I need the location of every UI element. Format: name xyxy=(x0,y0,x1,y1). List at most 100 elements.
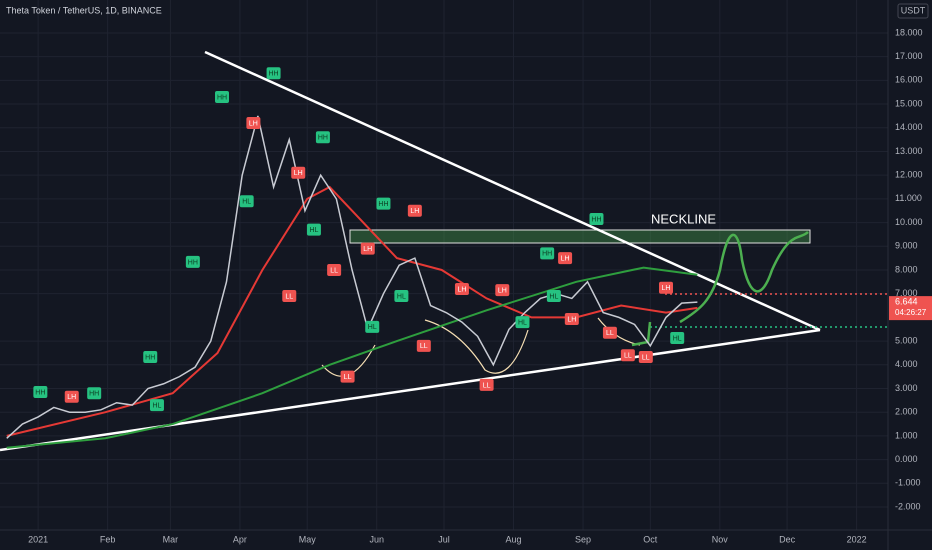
pivot-box xyxy=(670,332,685,345)
x-tick-label: Apr xyxy=(233,534,247,544)
pivot-box xyxy=(638,350,653,363)
pivot-label: HH xyxy=(188,259,198,266)
chart-title: Theta Token / TetherUS, 1D, BINANCE xyxy=(6,5,162,15)
pivot-box xyxy=(64,390,79,403)
y-tick-label: 5.000 xyxy=(895,335,918,345)
pivot-box xyxy=(340,370,355,383)
y-tick-label: -1.000 xyxy=(895,478,921,488)
pivot-box xyxy=(306,223,321,236)
y-tick-label: -2.000 xyxy=(895,501,921,511)
currency: USDT xyxy=(901,5,926,15)
pivot-label: HH xyxy=(145,354,155,361)
y-tick-label: 8.000 xyxy=(895,264,918,274)
pivot-box xyxy=(602,326,617,339)
pivot-box xyxy=(239,195,254,208)
pivot-box xyxy=(515,316,530,329)
pivot-box xyxy=(620,349,635,362)
pivot-label: LH xyxy=(457,286,466,293)
y-tick-label: 10.000 xyxy=(895,217,923,227)
y-tick-label: 15.000 xyxy=(895,98,923,108)
pivot-box xyxy=(376,197,391,210)
pivot-box xyxy=(495,284,510,297)
pivot-label: LH xyxy=(410,208,419,215)
pivot-label: LH xyxy=(498,287,507,294)
pivot-box xyxy=(246,117,261,130)
x-tick-label: Feb xyxy=(100,534,116,544)
x-tick-label: Dec xyxy=(779,534,796,544)
pivot-label: LL xyxy=(285,293,293,300)
x-tick-label: Aug xyxy=(506,534,522,544)
pivot-box xyxy=(454,282,469,295)
pivot-label: HH xyxy=(217,94,227,101)
pivot-label: LH xyxy=(662,285,671,292)
pivot-label: LL xyxy=(420,343,428,350)
pivot-box xyxy=(479,378,494,391)
y-tick-label: 0.000 xyxy=(895,454,918,464)
pivot-label: LH xyxy=(567,316,576,323)
pivot-box xyxy=(360,242,375,255)
pivot-label: LL xyxy=(606,330,614,337)
y-tick-label: 7.000 xyxy=(895,288,918,298)
pivot-label: HL xyxy=(152,402,161,409)
x-tick-label: Jul xyxy=(438,534,450,544)
pivot-label: LH xyxy=(67,394,76,401)
pivot-box xyxy=(546,290,561,303)
x-tick-label: May xyxy=(299,534,317,544)
y-tick-label: 2.000 xyxy=(895,407,918,417)
pivot-box xyxy=(558,252,573,265)
pivot-box xyxy=(327,263,342,276)
pivot-label: LL xyxy=(344,374,352,381)
grid xyxy=(0,0,888,530)
y-tick-label: 14.000 xyxy=(895,122,923,132)
pivot-label: HL xyxy=(242,199,251,206)
moving-average xyxy=(6,185,698,437)
neckline-box xyxy=(349,229,811,244)
pivot-label: LL xyxy=(330,267,338,274)
pivot-label: HH xyxy=(591,216,601,223)
pivot-box xyxy=(282,290,297,303)
pivot-label: HL xyxy=(549,293,558,300)
pivot-label: LL xyxy=(483,382,491,389)
pivot-label: LL xyxy=(624,353,632,360)
x-tick-label: Nov xyxy=(712,534,729,544)
upper-trendline xyxy=(204,50,821,332)
pivot-box xyxy=(394,290,409,303)
pivot-label: HL xyxy=(309,227,318,234)
last-price: 6.644 xyxy=(895,296,918,306)
y-tick-label: 17.000 xyxy=(895,51,923,61)
y-tick-label: 11.000 xyxy=(895,193,922,203)
pivot-label: HL xyxy=(673,335,682,342)
pivot-box xyxy=(266,67,281,80)
currency-box xyxy=(897,3,929,19)
x-tick-label: Mar xyxy=(163,534,179,544)
pivot-box xyxy=(407,204,422,217)
y-tick-label: 3.000 xyxy=(895,383,918,393)
pivot-box xyxy=(416,339,431,352)
last-price-box xyxy=(889,296,932,321)
x-tick-label: 2022 xyxy=(847,534,867,544)
pivot-label: HL xyxy=(397,293,406,300)
pivot-box xyxy=(215,90,229,103)
price-line xyxy=(6,115,698,439)
pivot-label: LH xyxy=(561,255,570,262)
pivot-box xyxy=(143,350,158,363)
axes: 18.000 17.000 16.000 15.000 14.000 13.000 12.0… xyxy=(28,27,932,544)
pivot-label: LH xyxy=(363,246,372,253)
pivot-label: HL xyxy=(518,319,527,326)
plot: HH LH HH HH HL HH HH LH HL HH HH LH LL HL LL HH LH LH HL HL… xyxy=(6,67,698,449)
pivot-box xyxy=(589,213,604,226)
x-tick-label: Oct xyxy=(643,534,658,544)
pivot-box xyxy=(315,131,330,144)
pivot-label: LH xyxy=(294,170,303,177)
x-tick-label: Sep xyxy=(575,534,591,544)
y-tick-label: 18.000 xyxy=(895,27,923,37)
pivot-label: HH xyxy=(35,389,45,396)
moving-average xyxy=(6,266,698,449)
pivot-box xyxy=(540,247,555,260)
pivot-label: HL xyxy=(368,324,377,331)
pivot-label: HH xyxy=(269,71,279,78)
pivot-label: LH xyxy=(249,120,258,127)
x-tick-label: Jun xyxy=(369,534,384,544)
